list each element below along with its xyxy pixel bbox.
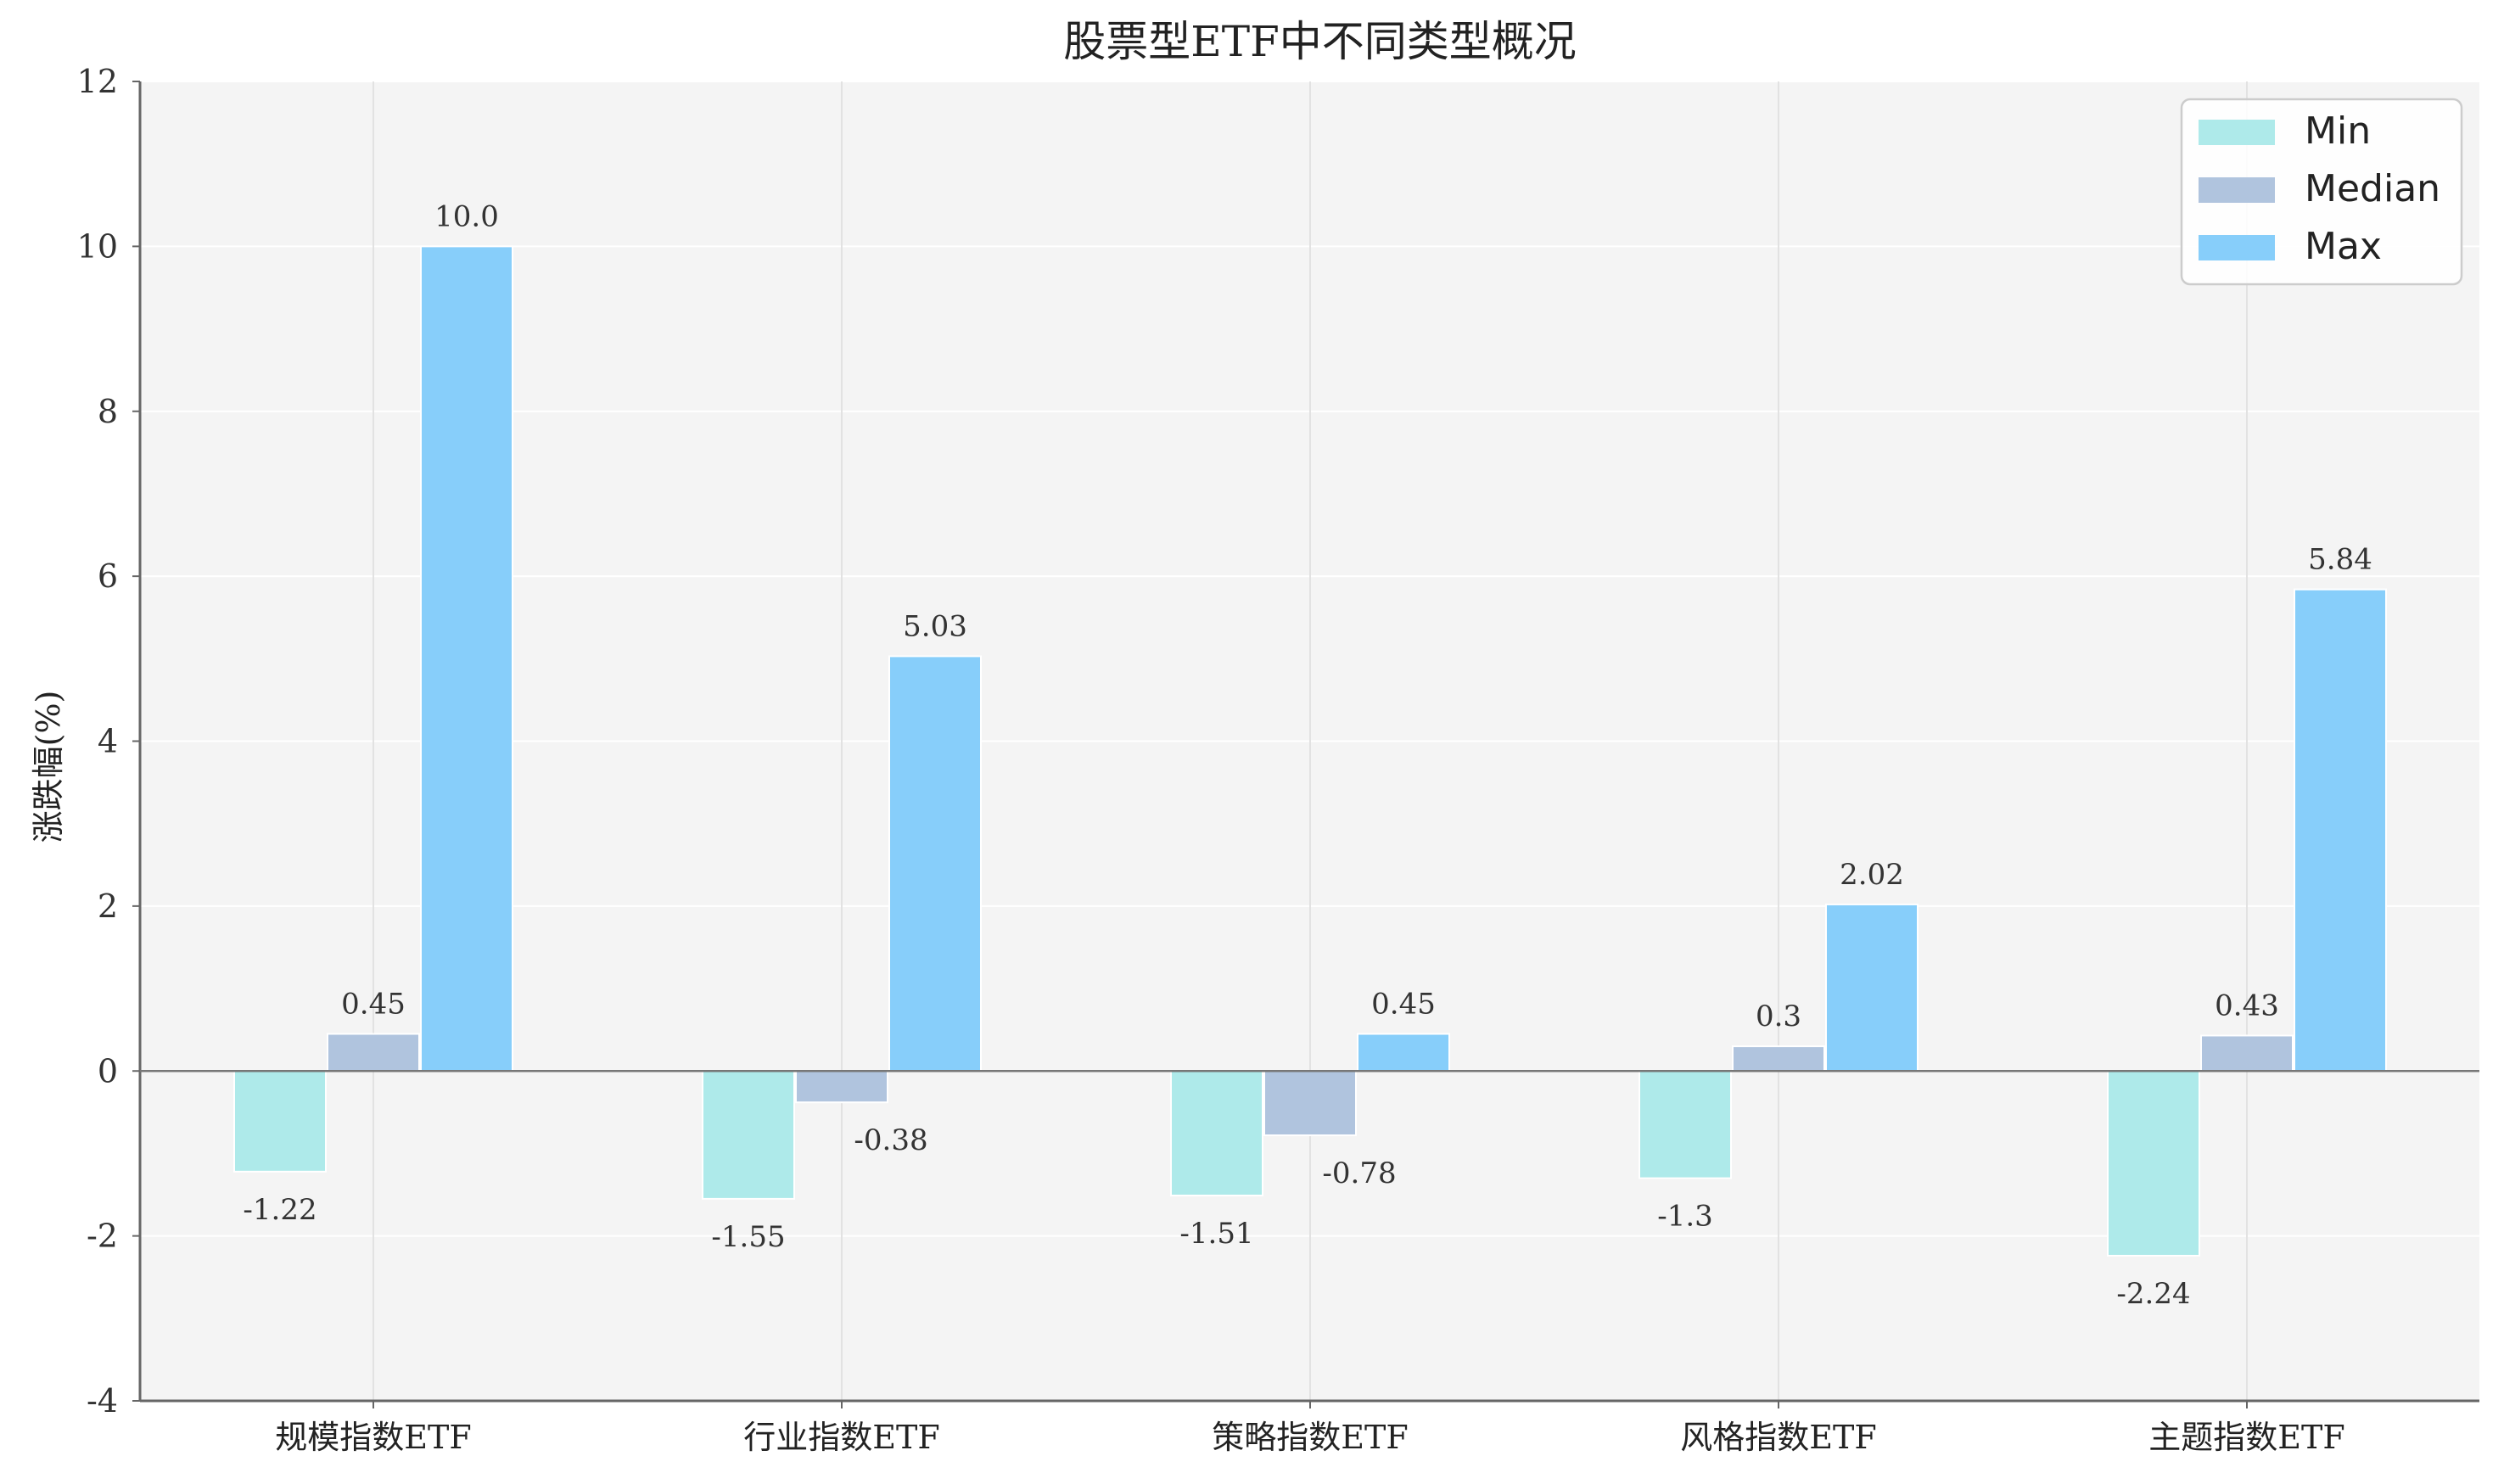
data-label: 0.45 <box>341 988 406 1022</box>
y-tick-label: 0 <box>98 1052 118 1089</box>
data-label: -0.78 <box>1322 1156 1396 1190</box>
y-tick-label: 4 <box>98 723 118 760</box>
bar-min <box>1170 1070 1263 1197</box>
data-label: 0.3 <box>1756 1000 1801 1033</box>
data-label: -2.24 <box>2116 1277 2190 1311</box>
bar-median <box>2200 1034 2294 1072</box>
x-tick-labels: 规模指数ETF 行业指数ETF 策略指数ETF 风格指数ETF 主题指数ETF <box>275 1401 2345 1456</box>
legend[interactable]: Min Median Max <box>2180 98 2463 286</box>
legend-swatch-max <box>2199 235 2275 260</box>
bar-max <box>888 655 982 1072</box>
x-tick-label: 主题指数ETF <box>2148 1419 2344 1456</box>
data-label: 5.84 <box>2308 543 2372 577</box>
y-tick-label: 2 <box>98 888 118 925</box>
x-tick-label: 规模指数ETF <box>275 1419 471 1456</box>
grid-lines <box>140 81 2479 1402</box>
bar-min <box>233 1070 327 1173</box>
bar-min <box>1639 1070 1732 1179</box>
data-label: 0.45 <box>1371 988 1436 1022</box>
y-tick-label: 6 <box>98 557 118 595</box>
bar-median <box>327 1033 420 1072</box>
y-tick-label: -2 <box>87 1218 118 1255</box>
data-label: 5.03 <box>903 609 967 643</box>
bar-median <box>795 1070 888 1104</box>
data-labels: -1.22 -1.55 -1.51 -1.3 -2.24 0.45 -0.38 -0.78 0.… <box>243 199 2372 1311</box>
bar-max <box>2294 588 2387 1072</box>
bar-median <box>1732 1045 1825 1072</box>
x-tick-label: 策略指数ETF <box>1212 1419 1408 1456</box>
x-tick-label: 风格指数ETF <box>1680 1419 1876 1456</box>
bar-min <box>702 1070 795 1200</box>
bars <box>233 245 2387 1257</box>
legend-label-max[interactable]: Max <box>2305 225 2382 268</box>
data-label: -0.38 <box>854 1123 927 1157</box>
y-tick-label: -4 <box>87 1382 118 1420</box>
y-tick-labels: -4 -2 0 2 4 6 8 10 12 <box>77 63 140 1420</box>
data-label: 0.43 <box>2215 988 2279 1022</box>
data-label: -1.51 <box>1179 1217 1253 1251</box>
bar-max <box>420 245 513 1072</box>
chart-title: 股票型ETF中不同类型概况 <box>1063 17 1577 66</box>
bar-max <box>1825 903 1919 1072</box>
legend-label-median[interactable]: Median <box>2305 167 2440 210</box>
legend-swatch-min <box>2199 120 2275 145</box>
legend-label-min[interactable]: Min <box>2305 109 2371 153</box>
y-tick-label: 12 <box>77 63 118 100</box>
y-tick-label: 8 <box>98 393 118 430</box>
data-label: 2.02 <box>1840 858 1904 892</box>
y-tick-label: 10 <box>77 227 118 265</box>
data-label: -1.55 <box>711 1220 785 1254</box>
data-label: -1.3 <box>1657 1200 1713 1234</box>
data-label: -1.22 <box>243 1193 317 1227</box>
bar-min <box>2107 1070 2200 1257</box>
bar-median <box>1263 1070 1357 1137</box>
x-tick-label: 行业指数ETF <box>743 1419 939 1456</box>
y-axis-label: 涨跌幅(%) <box>30 691 67 843</box>
data-label: 10.0 <box>434 199 499 233</box>
bar-max <box>1357 1033 1450 1072</box>
legend-swatch-median <box>2199 177 2275 203</box>
